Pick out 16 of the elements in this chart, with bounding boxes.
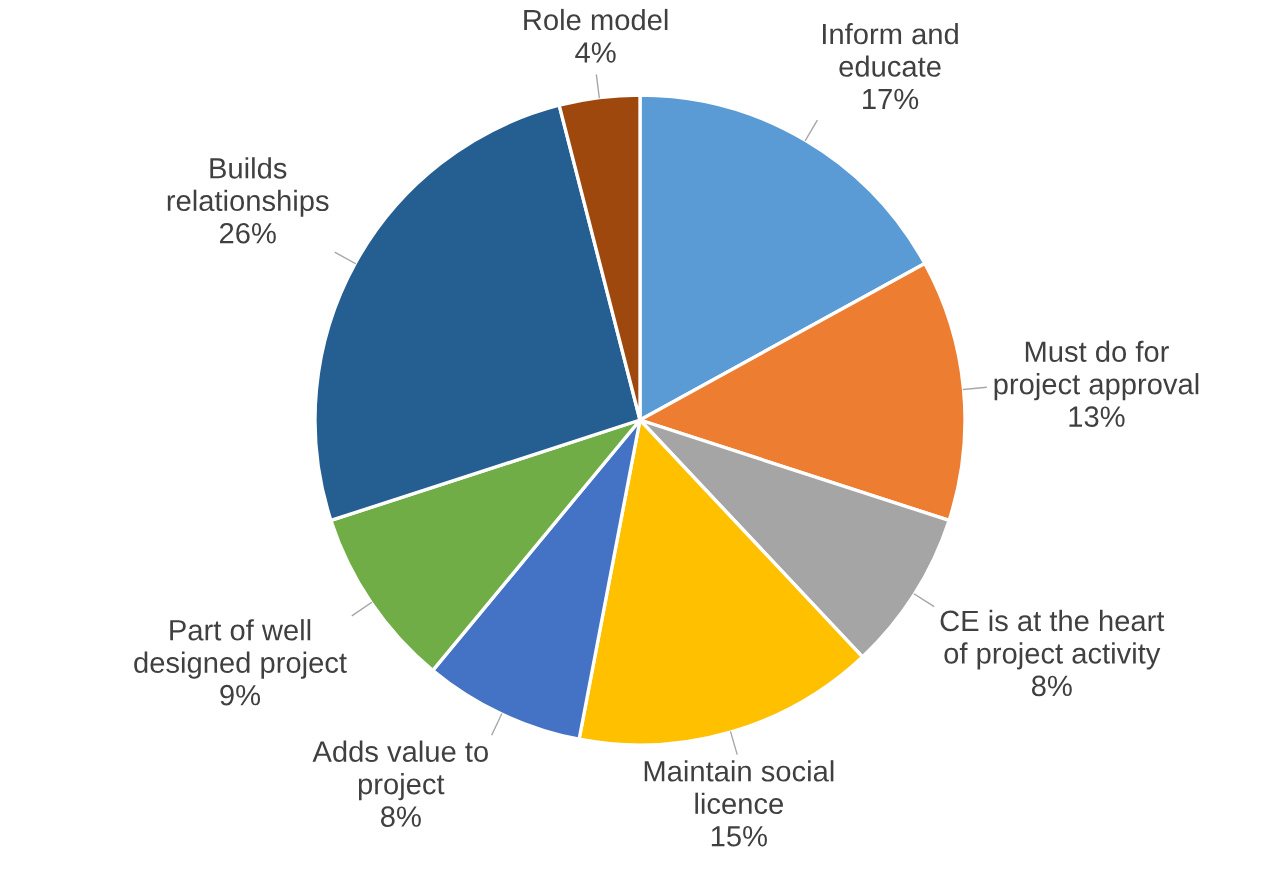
data-label: 15% [711, 826, 767, 847]
slice-label: CE is at the heart of project activity [940, 609, 1165, 670]
slice-label: Part of well designed project [134, 619, 347, 679]
slice-label: Must do for project approval [994, 340, 1199, 401]
slice-label: Adds value to project [312, 740, 488, 801]
data-label: 8% [380, 806, 421, 827]
data-label: 8% [1031, 675, 1072, 697]
slice-label: Maintain social licence [644, 760, 834, 815]
slice-label: Inform and educate [823, 22, 958, 77]
data-label: 17% [863, 88, 919, 110]
data-label: 9% [220, 684, 261, 706]
data-label: 13% [1069, 406, 1125, 427]
data-label: 26% [219, 222, 276, 244]
slice-label: Role model [524, 8, 668, 31]
slice-label: Builds relationships [167, 157, 329, 217]
data-label: 4% [575, 42, 616, 63]
